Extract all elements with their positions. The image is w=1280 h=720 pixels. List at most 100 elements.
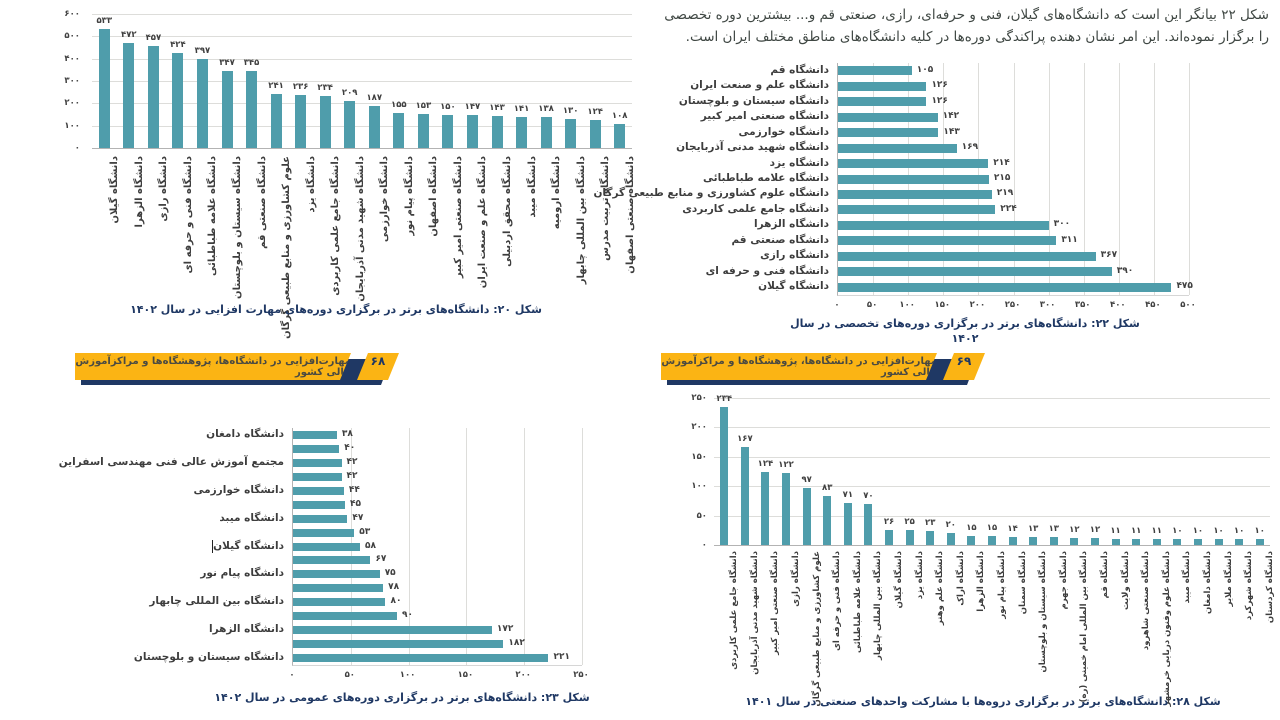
category-label: دانشگاه خوارزمی: [193, 483, 284, 496]
page-number-tab: ۶۹: [943, 353, 985, 380]
bar-value-label: ۱۰۵: [916, 64, 934, 75]
category-label: دانشگاه بین المللی چابهار: [149, 595, 284, 608]
bar-value-label: ۱۰: [1213, 526, 1224, 537]
bar-value-label: ۱۲۴: [757, 459, 774, 470]
x-tick-label: ۰: [834, 300, 840, 310]
category-label: دانشگاه صنعتی اصفهان: [624, 156, 636, 274]
category-label: دانشگاه الزهرا: [208, 623, 284, 636]
page-number-tab: ۶۸: [357, 353, 399, 380]
gridline: [714, 515, 1270, 517]
bar-value-label: ۱۴۲: [942, 111, 960, 122]
bar: [246, 70, 258, 148]
category-label: دانشگاه علامه طباطبائی: [207, 156, 219, 276]
bar-value-label: ۴۴: [348, 484, 360, 495]
gridline: [714, 427, 1270, 429]
bar-value-label: ۵۸: [365, 540, 377, 551]
bar-value-label: ۴۷۲: [121, 29, 137, 40]
y-axis: ۰ ۵۰ ۱۰۰ ۱۵۰ ۲۰۰ ۲۵۰: [688, 393, 710, 550]
bar-value-label: ۱۳۰: [562, 105, 579, 116]
text-cursor: [212, 540, 213, 553]
caption-line: شکل ۲۲: دانشگاه‌های برتر در برگزاری دوره…: [790, 317, 1140, 330]
bar: [293, 500, 346, 509]
bar: [838, 112, 938, 122]
bar-value-label: ۷۸: [388, 582, 400, 593]
figure-20-bar-chart: ۰ ۱۰۰ ۲۰۰ ۳۰۰ ۴۰۰ ۵۰۰ ۶۰۰ ۵۳۳ ۴۷۲ ۴۵۷ ۴۲۴ ۳۹۷ ۳۴۷ ۳۴…: [30, 6, 642, 342]
gridline: [92, 81, 632, 82]
bar: [988, 536, 996, 545]
bar-value-label: ۲۳: [925, 518, 936, 529]
y-tick-label: ۰: [74, 143, 80, 153]
bar: [614, 123, 626, 148]
category-label: دانشگاه جامع علمی کاربردی: [729, 551, 740, 670]
category-label: دانشگاه صنعتی امیر کبیر: [700, 110, 829, 123]
category-label: دانشگاه علم و صنعت ایران: [690, 79, 829, 92]
bar-value-label: ۳۰۰: [1053, 219, 1071, 230]
bar-value-label: ۶۷: [375, 554, 387, 565]
bar-value-label: ۱۲۶: [931, 95, 948, 106]
bar-value-label: ۱۵۵: [391, 100, 407, 111]
category-label: دانشگاه سیستان و بلوچستان: [133, 651, 284, 664]
banner-title-band: مهارت‌افزایی در دانشگاه‌ها، پژوهشگاه‌ها …: [661, 353, 937, 380]
bar: [293, 612, 398, 621]
figure-23-bar-chart: دانشگاه دامغان مجتمع آموزش عالی فنی مهندس…: [59, 422, 652, 718]
bar-value-label: ۱۳۸: [538, 104, 554, 115]
bar-value-label: ۱۰: [1172, 526, 1183, 537]
bar: [293, 458, 342, 467]
bar: [720, 407, 729, 545]
bar: [589, 120, 601, 148]
x-tick-label: ۲۰۰: [969, 300, 986, 310]
x-tick-label: ۴۰۰: [1110, 300, 1126, 310]
y-axis: ۰ ۱۰۰ ۲۰۰ ۳۰۰ ۴۰۰ ۵۰۰ ۶۰۰: [30, 9, 86, 153]
bar: [293, 598, 386, 607]
bar: [905, 530, 914, 545]
plot-area: ۵۳۳ ۴۷۲ ۴۵۷ ۴۲۴ ۳۹۷ ۳۴۷ ۳۴۵ ۲۴۱ ۲۳۶ ۲۳۴ ۲۰۹ ۱۸۷ ۱۵۵ ۱…: [92, 14, 632, 149]
bar: [1008, 536, 1017, 545]
gridline: [92, 36, 632, 38]
bar-value-label: ۷۱: [842, 490, 854, 501]
category-label: دانشگاه دامغان: [206, 427, 284, 440]
category-label: علوم کشاورزی و منابع طبیعی گرگان: [281, 156, 293, 339]
bar: [838, 143, 957, 153]
bar: [293, 472, 342, 481]
category-label: دانشگاه گیلان: [894, 551, 905, 609]
bar-value-label: ۱۴: [1007, 523, 1018, 534]
gridline: [714, 398, 1270, 399]
category-label: دانشگاه میبد: [526, 156, 538, 218]
bar: [1255, 539, 1264, 545]
gridline: [1189, 63, 1190, 295]
bar-value-label: ۲۰: [945, 520, 956, 531]
bar: [740, 446, 749, 545]
category-label: دانشگاه صنعتی قم: [256, 156, 268, 249]
page-number: ۶۸: [370, 354, 386, 368]
page-header-banner-left: مهارت‌افزایی در دانشگاه‌ها، پژوهشگاه‌ها …: [75, 353, 399, 387]
page-header-banner-right: مهارت‌افزایی در دانشگاه‌ها، پژوهشگاه‌ها …: [661, 353, 985, 387]
bar: [1049, 537, 1058, 545]
bar-value-label: ۱۳: [1048, 524, 1059, 535]
category-label: دانشگاه جهرم: [1058, 551, 1069, 610]
x-tick-label: ۵۰: [344, 670, 355, 680]
figure-23-caption: شکل ۲۳: دانشگاه‌های برتر در برگزاری دوره…: [214, 691, 590, 704]
x-tick-label: ۳۰۰: [1039, 300, 1056, 310]
bar: [926, 531, 935, 545]
bar-value-label: ۱۱: [1110, 525, 1121, 536]
bar-value-label: ۲۴۱: [268, 81, 284, 92]
category-label: دانشگاه گیلان: [213, 539, 284, 552]
bar-value-label: ۲۶: [883, 516, 895, 527]
bar: [293, 542, 361, 551]
x-axis-category-labels: دانشگاه جامع علمی کاربردی دانشگاه شهید مد…: [714, 548, 1274, 707]
banner-title: مهارت‌افزایی در دانشگاه‌ها، پژوهشگاه‌ها …: [661, 355, 937, 378]
bar-value-label: ۱۴۱: [513, 103, 530, 114]
bar-value-label: ۴۵۷: [145, 32, 162, 43]
gridline: [1153, 63, 1155, 295]
bar-value-label: ۷۰: [863, 490, 874, 501]
category-label: دانشگاه فنی و حرفه ای: [832, 551, 843, 651]
category-label: دانشگاه یزد: [914, 551, 925, 600]
figure-28-bar-chart: ۰ ۵۰ ۱۰۰ ۱۵۰ ۲۰۰ ۲۵۰ ۲۳۴ ۱۶۷ ۱۲۴ ۱۲۲ ۹۷ ۸۳ ۷۱ ۷۰ ۲۶ ۲۵…: [688, 388, 1278, 718]
bar-value-label: ۴۲: [346, 470, 358, 481]
category-label: دانشگاه علوم وفنون دریایی خرمشهر: [1161, 551, 1172, 707]
category-label: دانشگاه صنعتی قم: [731, 233, 829, 246]
bar: [838, 174, 989, 184]
bar-value-label: ۱۰۸: [611, 110, 628, 121]
bar-value-label: ۲۵: [904, 517, 915, 528]
bar: [98, 28, 110, 148]
